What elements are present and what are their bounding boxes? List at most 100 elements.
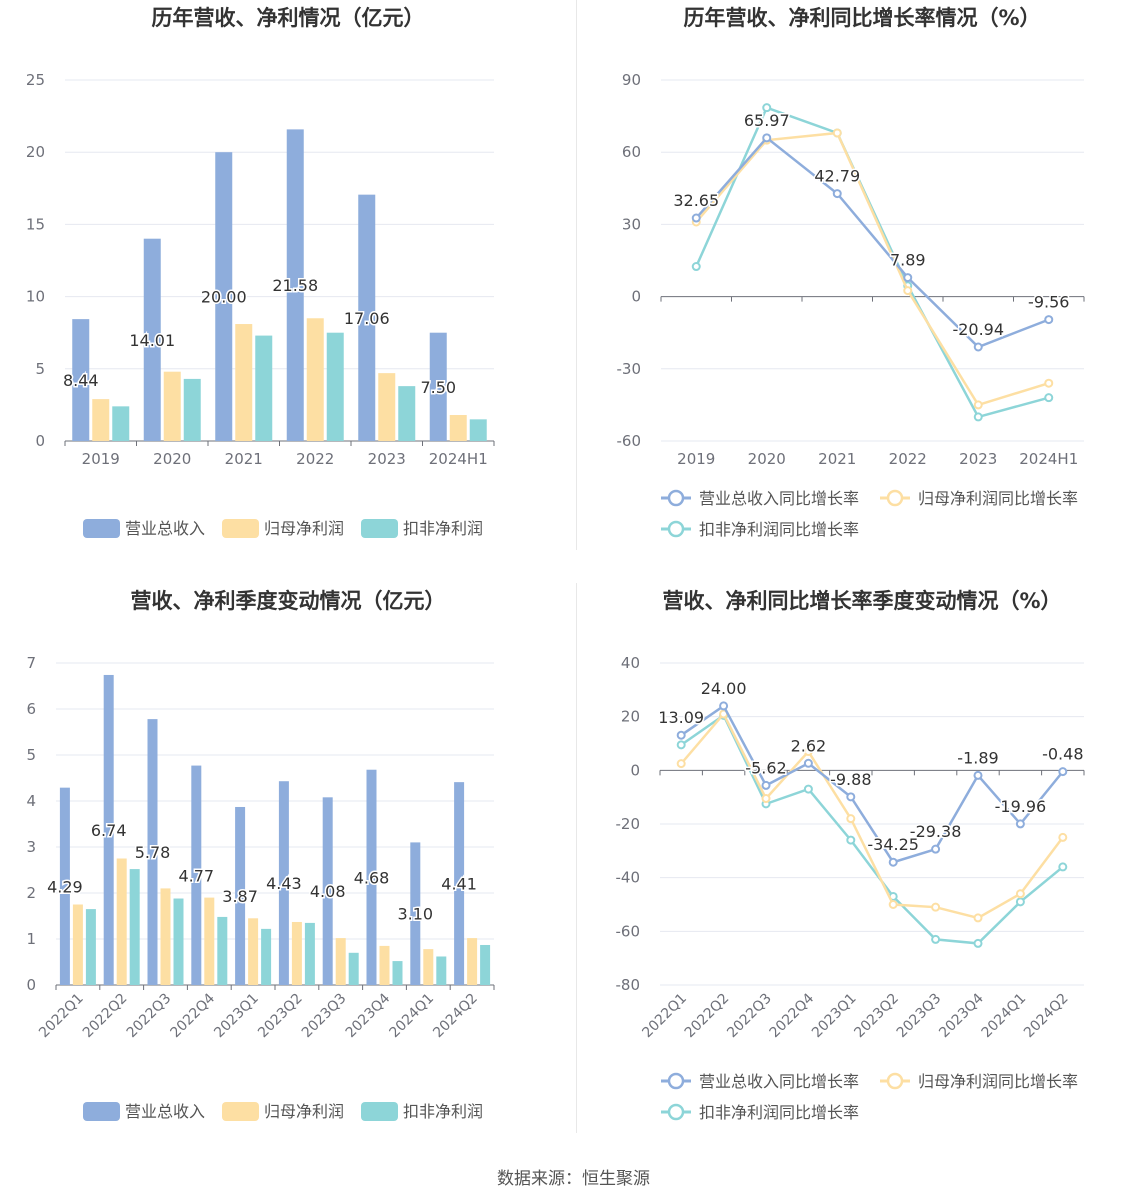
- chart-title: 历年营收、净利同比增长率情况（%）: [683, 6, 1041, 30]
- data-label: 24.00: [701, 679, 747, 698]
- bar: [261, 928, 272, 985]
- data-point: [1044, 378, 1054, 388]
- bar: [335, 938, 346, 985]
- data-point: [761, 794, 771, 804]
- bar: [143, 238, 161, 441]
- data-point: [1015, 897, 1025, 907]
- bar: [436, 956, 447, 985]
- y-tick-label: -60: [617, 432, 642, 450]
- bar: [366, 769, 377, 985]
- data-point: [719, 701, 729, 711]
- data-label: 8.44: [63, 371, 99, 390]
- y-tick-label: 0: [630, 761, 640, 779]
- data-point: [931, 902, 941, 912]
- data-label: -19.96: [995, 797, 1047, 816]
- bar: [72, 904, 83, 985]
- bar: [204, 897, 215, 985]
- x-tick-label: 2023Q3: [894, 991, 945, 1042]
- y-tick-label: 3: [26, 838, 36, 856]
- bar: [429, 332, 447, 441]
- quarterly-growth-rate-panel: 营收、净利同比增长率季度变动情况（%） -80 -60 -40 -20 0 20 40 202…: [577, 583, 1147, 1143]
- legend-marker: [667, 1072, 685, 1090]
- legend-swatch: [83, 1102, 120, 1121]
- y-tick-label: 4: [26, 792, 36, 810]
- bar: [235, 806, 246, 985]
- bar: [378, 373, 396, 441]
- bar: [255, 335, 273, 441]
- bar: [191, 765, 202, 985]
- data-point: [691, 262, 701, 272]
- y-tick-label: 0: [631, 288, 641, 306]
- legend-swatch: [222, 519, 259, 538]
- data-point: [1044, 393, 1054, 403]
- y-tick-label: 20: [621, 708, 640, 726]
- data-point: [1058, 832, 1068, 842]
- data-label: -9.88: [830, 770, 871, 789]
- data-label: 7.50: [420, 378, 456, 397]
- legend-swatch: [361, 1102, 398, 1121]
- legend-swatch: [361, 519, 398, 538]
- quarterly-revenue-profit-chart: 012345672022Q12022Q22022Q32022Q42023Q120…: [26, 654, 495, 1121]
- annual-growth-rate-chart: -60 -30 0 30 60 90 2019 2020 2021 2022 2023 2024H1 3…: [617, 71, 1085, 539]
- data-label: 4.77: [178, 866, 214, 885]
- x-tick-label: 2023Q1: [211, 991, 262, 1042]
- bar: [72, 319, 90, 441]
- legend-marker: [667, 489, 685, 507]
- vertical-divider-top: [576, 0, 577, 550]
- y-tick-label: 2: [26, 884, 36, 902]
- data-point: [803, 758, 813, 768]
- bar: [286, 129, 304, 441]
- data-label: -1.89: [957, 748, 998, 767]
- data-label: 3.10: [397, 905, 433, 924]
- data-label: 6.74: [91, 821, 127, 840]
- data-point: [931, 934, 941, 944]
- legend-label: 扣非净利润: [403, 519, 483, 538]
- data-point: [1044, 315, 1054, 325]
- data-label: -5.62: [745, 758, 786, 777]
- bar: [306, 318, 324, 441]
- data-point: [803, 784, 813, 794]
- data-point: [973, 400, 983, 410]
- legend-label: 归母净利润: [264, 1102, 344, 1121]
- y-tick-label: 90: [622, 71, 641, 89]
- legend-label: 归母净利润同比增长率: [918, 489, 1078, 508]
- data-label: -9.56: [1028, 293, 1069, 312]
- bar: [398, 386, 416, 441]
- legend-label: 营业总收入同比增长率: [699, 1072, 859, 1091]
- x-tick-label: 2024H1: [429, 450, 488, 468]
- y-tick-label: 1: [26, 930, 36, 948]
- bar: [173, 898, 184, 985]
- data-point: [973, 938, 983, 948]
- legend-label: 归母净利润: [264, 519, 344, 538]
- data-label: 4.43: [266, 874, 302, 893]
- bar: [423, 949, 434, 985]
- x-tick-label: 2023Q1: [809, 991, 860, 1042]
- data-label: 21.58: [272, 276, 318, 295]
- data-point: [691, 213, 701, 223]
- y-tick-label: -60: [616, 922, 641, 940]
- data-label: 3.87: [222, 887, 258, 906]
- data-label: 13.09: [658, 708, 704, 727]
- x-tick-label: 2023Q3: [299, 991, 350, 1042]
- data-label: 4.68: [354, 868, 390, 887]
- annual-growth-rate-panel: 历年营收、净利同比增长率情况（%） -60 -30 0 30 60 90 2019 2020 2…: [577, 0, 1147, 560]
- data-point: [762, 133, 772, 143]
- bar: [326, 332, 344, 441]
- data-label: 2.62: [791, 736, 827, 755]
- bar: [59, 787, 70, 985]
- x-tick-label: 2023: [959, 450, 997, 468]
- y-tick-label: 5: [26, 746, 36, 764]
- data-point: [832, 189, 842, 199]
- data-point: [803, 747, 813, 757]
- quarterly-revenue-profit-panel: 营收、净利季度变动情况（亿元） 0 1 2 3 4 5 6 7 2022Q1 2022Q2 2022…: [0, 583, 576, 1143]
- x-tick-label: 2022Q4: [767, 990, 818, 1041]
- x-tick-label: 2024Q1: [387, 991, 438, 1042]
- bar: [163, 371, 181, 441]
- x-tick-label: 2024Q2: [1021, 991, 1072, 1042]
- data-label: 4.08: [310, 882, 346, 901]
- x-tick-label: 2024Q2: [430, 991, 481, 1042]
- x-tick-label: 2022Q1: [36, 991, 87, 1042]
- bar: [215, 152, 233, 441]
- x-tick-label: 2023Q2: [255, 991, 306, 1042]
- data-point: [846, 814, 856, 824]
